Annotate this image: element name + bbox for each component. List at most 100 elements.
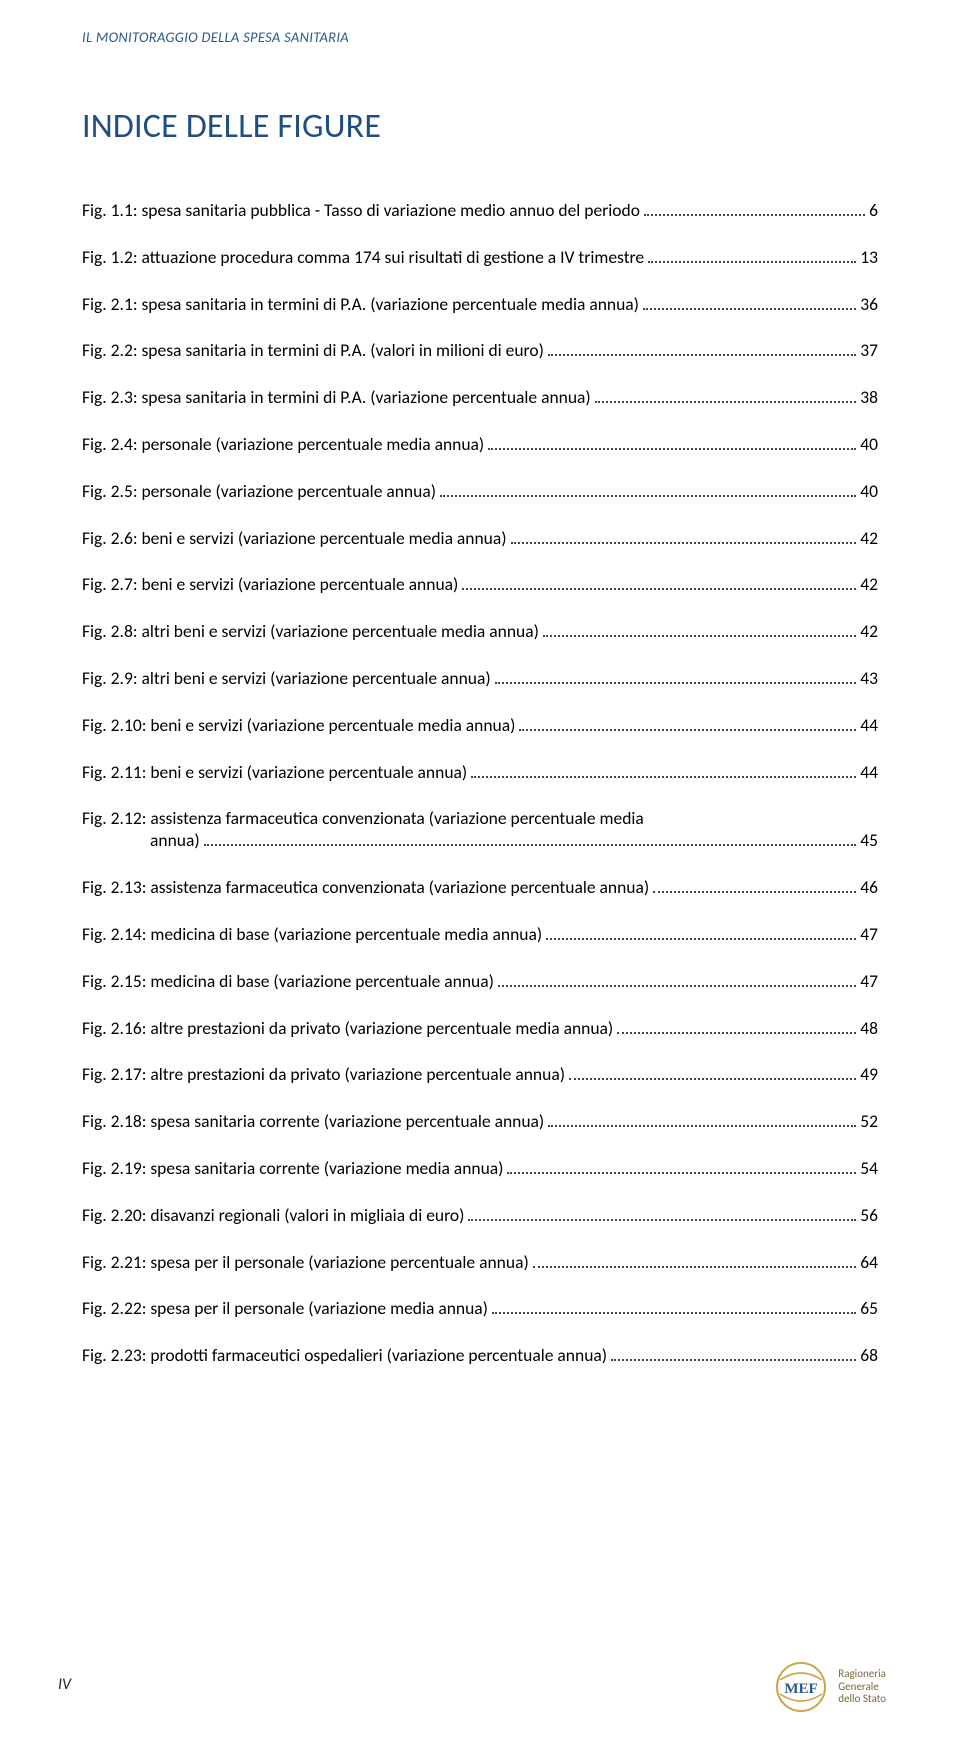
toc-entry: Fig. 2.5: personale (variazione percentu… (82, 480, 878, 502)
toc-entry: Fig. 2.23: prodotti farmaceutici ospedal… (82, 1344, 878, 1366)
toc-entry: Fig. 2.14: medicina di base (variazione … (82, 923, 878, 945)
dot-leader (546, 938, 856, 940)
toc-label: Fig. 2.3: spesa sanitaria in termini di … (82, 386, 591, 408)
toc-label: Fig. 2.9: altri beni e servizi (variazio… (82, 667, 491, 689)
logo-text-line: dello Stato (838, 1693, 886, 1706)
toc-label: Fig. 2.8: altri beni e servizi (variazio… (82, 620, 539, 642)
toc-label: Fig. 2.23: prodotti farmaceutici ospedal… (82, 1344, 607, 1366)
toc-label: Fig. 2.1: spesa sanitaria in termini di … (82, 293, 639, 315)
toc-label: Fig. 2.2: spesa sanitaria in termini di … (82, 339, 544, 361)
dot-leader (495, 682, 857, 684)
toc-label: Fig. 2.13: assistenza farmaceutica conve… (82, 876, 649, 898)
toc-label: Fig. 2.7: beni e servizi (variazione per… (82, 573, 458, 595)
mef-logo-text: Ragioneria Generale dello Stato (838, 1668, 886, 1706)
mef-logo-icon: MEF (774, 1660, 828, 1714)
dot-leader (595, 401, 857, 403)
toc-page-number: 40 (860, 480, 878, 502)
toc-entry: Fig. 2.16: altre prestazioni da privato … (82, 1017, 878, 1039)
toc-entry: Fig. 2.4: personale (variazione percentu… (82, 433, 878, 455)
toc-entry: Fig. 2.21: spesa per il personale (varia… (82, 1251, 878, 1273)
toc-page-number: 6 (869, 199, 878, 221)
toc-entry: Fig. 2.1: spesa sanitaria in termini di … (82, 293, 878, 315)
toc-page-number: 42 (860, 527, 878, 549)
toc-page-number: 45 (860, 829, 878, 851)
running-header: IL MONITORAGGIO DELLA SPESA SANITARIA (82, 28, 878, 46)
toc-label: Fig. 2.12: assistenza farmaceutica conve… (82, 807, 878, 829)
toc-label: Fig. 2.16: altre prestazioni da privato … (82, 1017, 613, 1039)
toc-entry: Fig. 2.22: spesa per il personale (varia… (82, 1297, 878, 1319)
dot-leader (617, 1032, 856, 1034)
toc-label: Fig. 2.17: altre prestazioni da privato … (82, 1063, 565, 1085)
toc-label: Fig. 2.14: medicina di base (variazione … (82, 923, 542, 945)
dot-leader (548, 354, 856, 356)
dot-leader (488, 448, 856, 450)
toc-page-number: 47 (860, 970, 878, 992)
dot-leader (643, 308, 856, 310)
logo-text-line: Ragioneria (838, 1668, 886, 1681)
toc-page-number: 68 (860, 1344, 878, 1366)
toc-page-number: 42 (860, 573, 878, 595)
dot-leader (611, 1359, 856, 1361)
toc-entry: Fig. 2.2: spesa sanitaria in termini di … (82, 339, 878, 361)
dot-leader (533, 1266, 856, 1268)
toc-page-number: 42 (860, 620, 878, 642)
toc-label: Fig. 2.11: beni e servizi (variazione pe… (82, 761, 467, 783)
toc-page-number: 13 (860, 246, 878, 268)
toc-label: Fig. 2.15: medicina di base (variazione … (82, 970, 494, 992)
toc-label: Fig. 2.20: disavanzi regionali (valori i… (82, 1204, 464, 1226)
toc-page-number: 43 (860, 667, 878, 689)
toc-label: Fig. 2.18: spesa sanitaria corrente (var… (82, 1110, 544, 1132)
dot-leader (468, 1219, 856, 1221)
toc-entry: Fig. 2.7: beni e servizi (variazione per… (82, 573, 878, 595)
svg-text:MEF: MEF (785, 1681, 818, 1697)
toc-label: annua) (150, 829, 200, 851)
toc-entry: Fig. 2.6: beni e servizi (variazione per… (82, 527, 878, 549)
dot-leader (440, 495, 856, 497)
toc-entry: Fig. 2.18: spesa sanitaria corrente (var… (82, 1110, 878, 1132)
dot-leader (653, 891, 856, 893)
toc-page-number: 40 (860, 433, 878, 455)
toc-page-number: 65 (860, 1297, 878, 1319)
toc-page-number: 48 (860, 1017, 878, 1039)
toc-entry: Fig. 1.2: attuazione procedura comma 174… (82, 246, 878, 268)
toc-page-number: 49 (860, 1063, 878, 1085)
dot-leader (648, 261, 856, 263)
toc-entry: Fig. 2.19: spesa sanitaria corrente (var… (82, 1157, 878, 1179)
toc-entry: Fig. 2.20: disavanzi regionali (valori i… (82, 1204, 878, 1226)
toc-entry: Fig. 2.17: altre prestazioni da privato … (82, 1063, 878, 1085)
dot-leader (569, 1078, 856, 1080)
toc-entry: Fig. 2.8: altri beni e servizi (variazio… (82, 620, 878, 642)
dot-leader (471, 776, 856, 778)
toc-label: Fig. 2.10: beni e servizi (variazione pe… (82, 714, 515, 736)
dot-leader (507, 1172, 856, 1174)
toc-page-number: 56 (860, 1204, 878, 1226)
dot-leader (519, 729, 856, 731)
page-title: INDICE DELLE FIGURE (82, 106, 878, 147)
toc-entry: Fig. 2.3: spesa sanitaria in termini di … (82, 386, 878, 408)
toc-page-number: 52 (860, 1110, 878, 1132)
toc-entry: Fig. 1.1: spesa sanitaria pubblica - Tas… (82, 199, 878, 221)
toc-page-number: 47 (860, 923, 878, 945)
dot-leader (543, 635, 856, 637)
toc-entry: Fig. 2.9: altri beni e servizi (variazio… (82, 667, 878, 689)
mef-logo: MEF Ragioneria Generale dello Stato (774, 1660, 886, 1714)
toc-entry: Fig. 2.12: assistenza farmaceutica conve… (82, 807, 878, 851)
toc-label: Fig. 2.22: spesa per il personale (varia… (82, 1297, 488, 1319)
page-number: IV (58, 1675, 71, 1694)
dot-leader (462, 588, 856, 590)
toc-label: Fig. 1.2: attuazione procedura comma 174… (82, 246, 644, 268)
toc-label: Fig. 2.21: spesa per il personale (varia… (82, 1251, 529, 1273)
toc-page-number: 64 (860, 1251, 878, 1273)
toc-label: Fig. 2.5: personale (variazione percentu… (82, 480, 436, 502)
dot-leader (644, 214, 865, 216)
toc-page-number: 44 (860, 714, 878, 736)
toc-label: Fig. 1.1: spesa sanitaria pubblica - Tas… (82, 199, 640, 221)
toc-page-number: 36 (860, 293, 878, 315)
toc-page-number: 37 (860, 339, 878, 361)
toc-entry: Fig. 2.13: assistenza farmaceutica conve… (82, 876, 878, 898)
toc-label: Fig. 2.6: beni e servizi (variazione per… (82, 527, 507, 549)
toc-entry: Fig. 2.11: beni e servizi (variazione pe… (82, 761, 878, 783)
dot-leader (511, 542, 857, 544)
toc-page-number: 38 (860, 386, 878, 408)
toc-page-number: 44 (860, 761, 878, 783)
